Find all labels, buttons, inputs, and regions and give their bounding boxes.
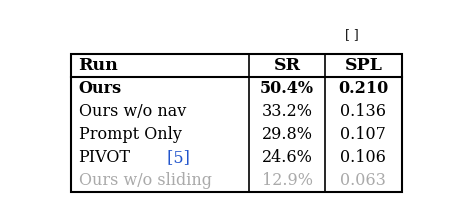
Text: 50.4%: 50.4% <box>260 80 314 97</box>
Text: 12.9%: 12.9% <box>262 172 312 189</box>
Text: SPL: SPL <box>344 57 382 73</box>
Text: 33.2%: 33.2% <box>262 103 312 120</box>
Text: 0.107: 0.107 <box>340 126 387 143</box>
Text: 0.210: 0.210 <box>338 80 388 97</box>
Text: Ours: Ours <box>79 80 122 97</box>
Text: Prompt Only: Prompt Only <box>79 126 181 143</box>
Text: 29.8%: 29.8% <box>262 126 312 143</box>
Text: 24.6%: 24.6% <box>262 149 312 166</box>
Text: Ours w/o sliding: Ours w/o sliding <box>79 172 212 189</box>
Text: PIVOT: PIVOT <box>79 149 131 166</box>
Text: Ours w/o nav: Ours w/o nav <box>79 103 186 120</box>
Text: 0.136: 0.136 <box>340 103 387 120</box>
Text: [ ]: [ ] <box>345 28 359 41</box>
Text: [5]: [5] <box>162 149 190 166</box>
Text: 0.063: 0.063 <box>340 172 387 189</box>
Text: 0.106: 0.106 <box>340 149 387 166</box>
Text: Run: Run <box>79 57 118 73</box>
Text: SR: SR <box>273 57 300 73</box>
